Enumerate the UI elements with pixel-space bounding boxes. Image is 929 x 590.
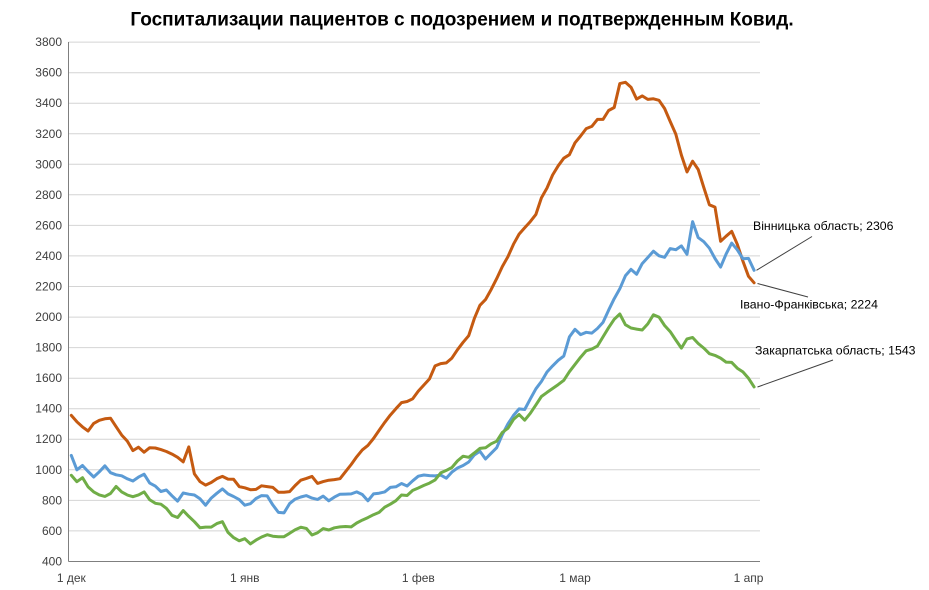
svg-text:Івано-Франківська; 2224: Івано-Франківська; 2224 [740,298,878,312]
svg-text:Госпитализации пациентов с под: Госпитализации пациентов с подозрением и… [130,10,793,31]
svg-text:2000: 2000 [35,310,62,324]
svg-text:3000: 3000 [35,157,62,171]
svg-text:2400: 2400 [35,249,62,263]
svg-text:600: 600 [42,524,62,538]
svg-text:1200: 1200 [35,432,62,446]
svg-text:1 янв: 1 янв [230,571,260,585]
svg-text:3200: 3200 [35,127,62,141]
svg-text:800: 800 [42,493,62,507]
svg-text:1 дек: 1 дек [57,571,87,585]
svg-text:1400: 1400 [35,402,62,416]
svg-text:3400: 3400 [35,96,62,110]
svg-text:1600: 1600 [35,371,62,385]
svg-text:3600: 3600 [35,66,62,80]
svg-text:3800: 3800 [35,35,62,49]
svg-text:2200: 2200 [35,280,62,294]
svg-text:1800: 1800 [35,341,62,355]
svg-text:2800: 2800 [35,188,62,202]
svg-text:1 апр: 1 апр [734,571,764,585]
svg-text:Вінницька область; 2306: Вінницька область; 2306 [753,219,894,233]
svg-text:1 фев: 1 фев [402,571,435,585]
svg-text:1 мар: 1 мар [559,571,591,585]
svg-text:2600: 2600 [35,218,62,232]
svg-text:Закарпатська область; 1543: Закарпатська область; 1543 [755,344,916,358]
svg-text:1000: 1000 [35,463,62,477]
svg-text:400: 400 [42,555,62,569]
